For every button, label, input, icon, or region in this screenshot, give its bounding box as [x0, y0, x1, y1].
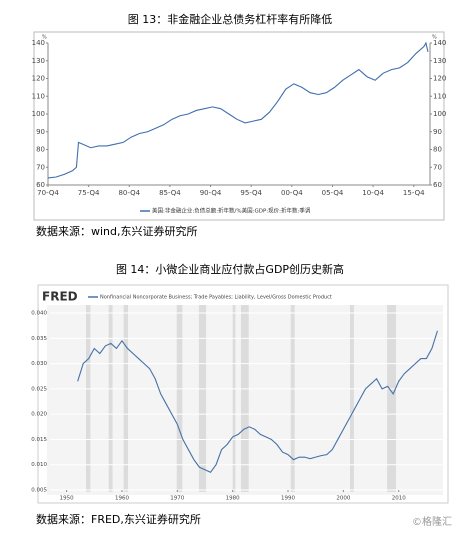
- x-tick-label: 90-Q4: [200, 189, 222, 197]
- recession-band: [85, 305, 91, 492]
- y2-tick-label: 70: [433, 163, 442, 171]
- x-tick-label: 1980: [226, 496, 240, 502]
- x-tick-label: 70-Q4: [37, 189, 59, 197]
- y-tick-label: 120: [32, 75, 45, 83]
- recession-band: [350, 305, 354, 492]
- x-tick-label: 85-Q4: [159, 189, 181, 197]
- x-tick-label: 95-Q4: [240, 189, 262, 197]
- y-tick-label: 0.010: [31, 462, 47, 468]
- x-tick-label: 05-Q4: [322, 189, 344, 197]
- y-tick-label: 110: [32, 92, 45, 100]
- y2-tick-label: 140: [433, 39, 446, 47]
- x-tick-label: 1950: [60, 496, 74, 502]
- x-tick-label: 1990: [281, 496, 295, 502]
- y2-unit: %: [432, 35, 437, 41]
- y-tick-label: 0.040: [31, 311, 47, 317]
- recession-band: [108, 305, 113, 492]
- y2-tick-label: 130: [433, 57, 446, 65]
- y2-tick-label: 120: [433, 75, 446, 83]
- x-tick-label: 2010: [392, 496, 406, 502]
- y2-tick-label: 80: [433, 146, 442, 154]
- y-tick-label: 0.020: [31, 412, 47, 418]
- figure-title: 图 13：非金融企业总债务杠杆率有所降低: [128, 12, 333, 26]
- y-tick-label: 0.005: [31, 488, 47, 494]
- y-tick-label: 0.025: [31, 386, 47, 392]
- x-tick-label: 00-Q4: [281, 189, 303, 197]
- line: [77, 330, 438, 473]
- y-tick-label: 140: [32, 39, 45, 47]
- x-tick-label: 2000: [336, 496, 350, 502]
- x-tick-label: 10-Q4: [362, 189, 384, 197]
- logo: FRED: [42, 290, 78, 304]
- y2-tick-label: 60: [433, 181, 442, 189]
- line: [47, 41, 429, 179]
- source: 数据来源：wind,东兴证券研究所: [36, 224, 198, 238]
- y-tick-label: 0.035: [31, 336, 47, 342]
- y2-tick-label: 90: [433, 128, 442, 136]
- x-tick-label: 80-Q4: [118, 189, 140, 197]
- source: 数据来源：FRED,东兴证券研究所: [36, 512, 201, 526]
- x-tick-label: 75-Q4: [78, 189, 100, 197]
- chart-frame: [33, 31, 445, 221]
- recession-band: [232, 305, 236, 492]
- x-tick-label: 15-Q4: [403, 189, 425, 197]
- y-tick-label: 90: [36, 128, 45, 136]
- recession-band: [290, 305, 295, 492]
- y-tick-label: 70: [36, 163, 45, 171]
- y2-tick-label: 110: [433, 92, 446, 100]
- y-tick-label: 100: [32, 110, 45, 118]
- y-tick-label: 80: [36, 146, 45, 154]
- y-tick-label: 0.030: [31, 361, 47, 367]
- recession-band: [198, 305, 207, 492]
- watermark: ©格隆汇: [412, 515, 452, 528]
- legend-label: Nonfinancial Noncorporate Business; Trad…: [100, 295, 332, 301]
- x-tick-label: 1970: [170, 496, 184, 502]
- y-tick-label: 60: [36, 181, 45, 189]
- y-tick-label: 0.015: [31, 437, 47, 443]
- recession-band: [387, 305, 396, 492]
- recession-band: [240, 305, 249, 492]
- y2-tick-label: 100: [433, 110, 446, 118]
- x-tick-label: 1960: [115, 496, 129, 502]
- figure-title: 图 14：小微企业商业应付款占GDP创历史新高: [116, 262, 344, 276]
- y-unit: %: [42, 35, 47, 41]
- recession-band: [123, 305, 129, 492]
- y-tick-label: 130: [32, 57, 45, 65]
- recession-band: [176, 305, 183, 492]
- legend-label: 美国:非金融企业:负债总额:折年数/%美国:GDP:现价:折年数:季调: [152, 207, 311, 215]
